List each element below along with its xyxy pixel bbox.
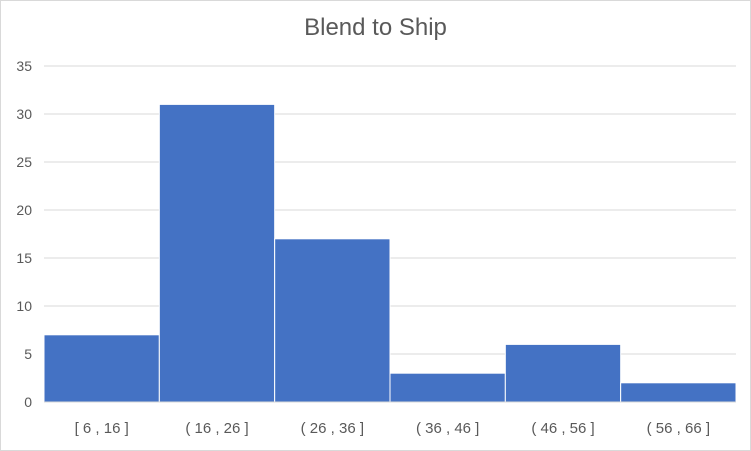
x-axis-labels: [ 6 , 16 ] ( 16 , 26 ] ( 26 , 36 ] ( 36 , 4… [75, 420, 710, 437]
bar [620, 382, 737, 403]
y-tick-label: 10 [16, 298, 32, 314]
x-tick-label: ( 56 , 66 ] [647, 420, 710, 437]
y-axis-ticks: 0 5 10 15 20 25 30 35 [16, 58, 32, 410]
bar [504, 343, 622, 403]
bar [274, 238, 391, 403]
x-tick-label: ( 26 , 36 ] [301, 420, 364, 437]
y-tick-label: 30 [16, 106, 32, 122]
y-tick-label: 0 [24, 394, 32, 410]
chart-title: Blend to Ship [304, 14, 447, 41]
x-tick-label: ( 46 , 56 ] [531, 420, 594, 437]
bars [43, 103, 737, 403]
x-tick-label: [ 6 , 16 ] [75, 420, 129, 437]
y-tick-label: 15 [16, 250, 32, 266]
y-tick-label: 20 [16, 202, 32, 218]
x-tick-label: ( 16 , 26 ] [185, 420, 248, 437]
bar [158, 103, 276, 403]
y-tick-label: 25 [16, 154, 32, 170]
bar [389, 372, 506, 403]
y-tick-label: 35 [16, 58, 32, 74]
y-tick-label: 5 [24, 346, 32, 362]
x-tick-label: ( 36 , 46 ] [416, 420, 479, 437]
bar [43, 334, 160, 403]
